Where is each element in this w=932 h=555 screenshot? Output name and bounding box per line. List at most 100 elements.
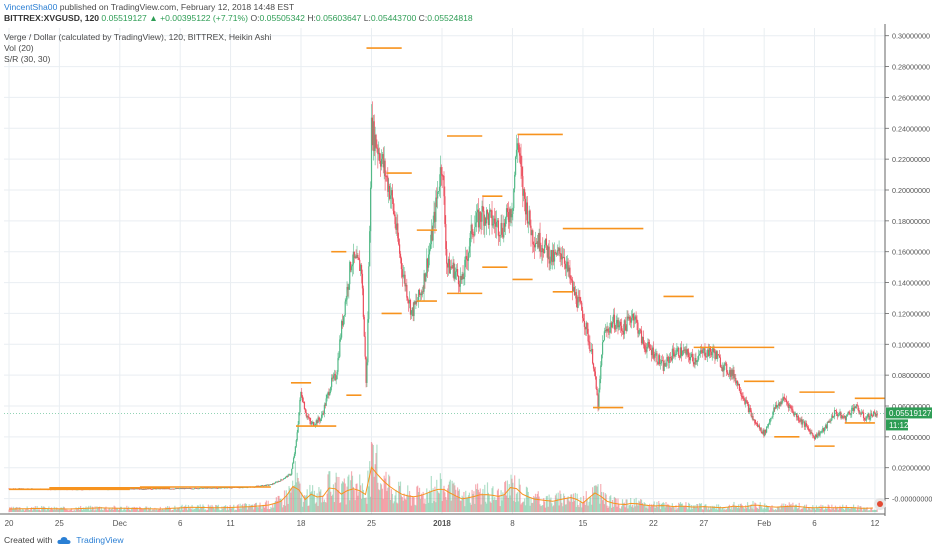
- volume-bar: [331, 495, 333, 512]
- volume-bar: [700, 503, 702, 512]
- volume-bar: [552, 506, 554, 512]
- volume-bar: [99, 506, 101, 512]
- candle-body: [841, 416, 843, 418]
- volume-bar: [533, 495, 535, 512]
- volume-bar: [469, 502, 471, 512]
- legend-sr[interactable]: S/R (30, 30): [4, 54, 51, 64]
- volume-bar: [50, 507, 52, 512]
- candle-body: [815, 434, 818, 438]
- volume-bar: [245, 503, 248, 512]
- candle-body: [556, 250, 558, 255]
- candle-body: [799, 420, 801, 422]
- tradingview-brand-link[interactable]: TradingView: [76, 535, 124, 545]
- candle-body: [582, 310, 584, 319]
- y-tick-label: 0.12000000: [892, 309, 930, 318]
- volume-bar: [95, 510, 97, 512]
- volume-bar: [269, 508, 271, 512]
- candle-body: [834, 410, 837, 411]
- volume-bar: [404, 498, 406, 512]
- candle-body: [829, 421, 831, 422]
- volume-bar: [289, 488, 291, 512]
- volume-bar: [637, 505, 639, 512]
- candle-body: [860, 413, 862, 415]
- volume-bar: [390, 489, 393, 512]
- candle-body: [876, 413, 878, 416]
- candle-body: [208, 487, 210, 489]
- candle-body: [859, 413, 861, 415]
- legend-vol[interactable]: Vol (20): [4, 43, 34, 53]
- candle-body: [773, 407, 775, 413]
- volume-bar: [593, 485, 596, 512]
- candle-body: [601, 342, 604, 355]
- candle-body: [447, 263, 449, 268]
- candle-body: [215, 487, 217, 489]
- candle-body: [679, 356, 681, 358]
- volume-bar: [8, 509, 10, 512]
- volume-bar: [287, 503, 289, 512]
- volume-bar: [32, 507, 35, 512]
- candle-body: [231, 487, 233, 489]
- candle-body: [369, 187, 372, 232]
- volume-bar: [336, 476, 338, 512]
- candle-body: [133, 488, 135, 490]
- volume-bar: [641, 503, 644, 512]
- volume-bar: [60, 507, 63, 512]
- candle-body: [684, 349, 686, 351]
- candle-body: [186, 488, 188, 489]
- volume-bar: [523, 501, 525, 512]
- volume-bar: [756, 508, 759, 512]
- candle-body: [712, 348, 714, 352]
- volume-bar: [247, 506, 249, 512]
- candle-body: [707, 349, 710, 356]
- volume-bar: [234, 510, 236, 512]
- candle-body: [634, 316, 636, 320]
- candle-body: [499, 234, 501, 237]
- volume-bar: [750, 504, 752, 512]
- volume-bar: [542, 505, 544, 512]
- volume-bar: [599, 503, 601, 512]
- volume-bar: [347, 476, 349, 512]
- candle-body: [652, 347, 654, 358]
- candle-body: [329, 391, 331, 396]
- candle-body: [225, 487, 228, 489]
- candle-body: [360, 265, 363, 274]
- candle-body: [261, 485, 263, 487]
- author-link[interactable]: VincentSha00: [4, 2, 58, 12]
- volume-bar: [839, 505, 841, 512]
- volume-bar: [590, 497, 592, 512]
- candle-body: [160, 488, 162, 490]
- candle-body: [215, 487, 218, 489]
- candle-body: [698, 355, 700, 360]
- candle-body: [688, 356, 691, 361]
- candle-body: [174, 488, 176, 490]
- candle-body: [688, 351, 690, 357]
- symbol-label: BITTREX:XVGUSD, 120: [4, 13, 100, 23]
- volume-bar: [534, 493, 537, 512]
- candle-body: [164, 488, 166, 490]
- volume-bar: [717, 509, 719, 512]
- candle-body: [613, 314, 615, 329]
- volume-bar: [51, 509, 54, 512]
- candle-body: [564, 263, 567, 269]
- volume-bar: [258, 506, 260, 512]
- volume-bar: [698, 503, 701, 512]
- volume-bar: [60, 507, 62, 512]
- volume-bar: [254, 503, 257, 512]
- volume-bar: [611, 507, 613, 512]
- candle-body: [649, 344, 651, 349]
- volume-bar: [555, 493, 557, 512]
- volume-bar: [238, 508, 240, 512]
- volume-bar: [349, 500, 351, 512]
- volume-bar: [764, 503, 766, 512]
- candle-body: [493, 218, 495, 224]
- candle-body: [214, 487, 216, 489]
- legend-main[interactable]: Verge / Dollar (calculated by TradingVie…: [4, 32, 272, 42]
- candle-body: [635, 316, 637, 320]
- candle-body: [466, 259, 469, 261]
- candle-body: [456, 269, 459, 276]
- scroll-icon[interactable]: [874, 498, 886, 510]
- candle-body: [330, 387, 332, 392]
- candle-body: [362, 288, 364, 317]
